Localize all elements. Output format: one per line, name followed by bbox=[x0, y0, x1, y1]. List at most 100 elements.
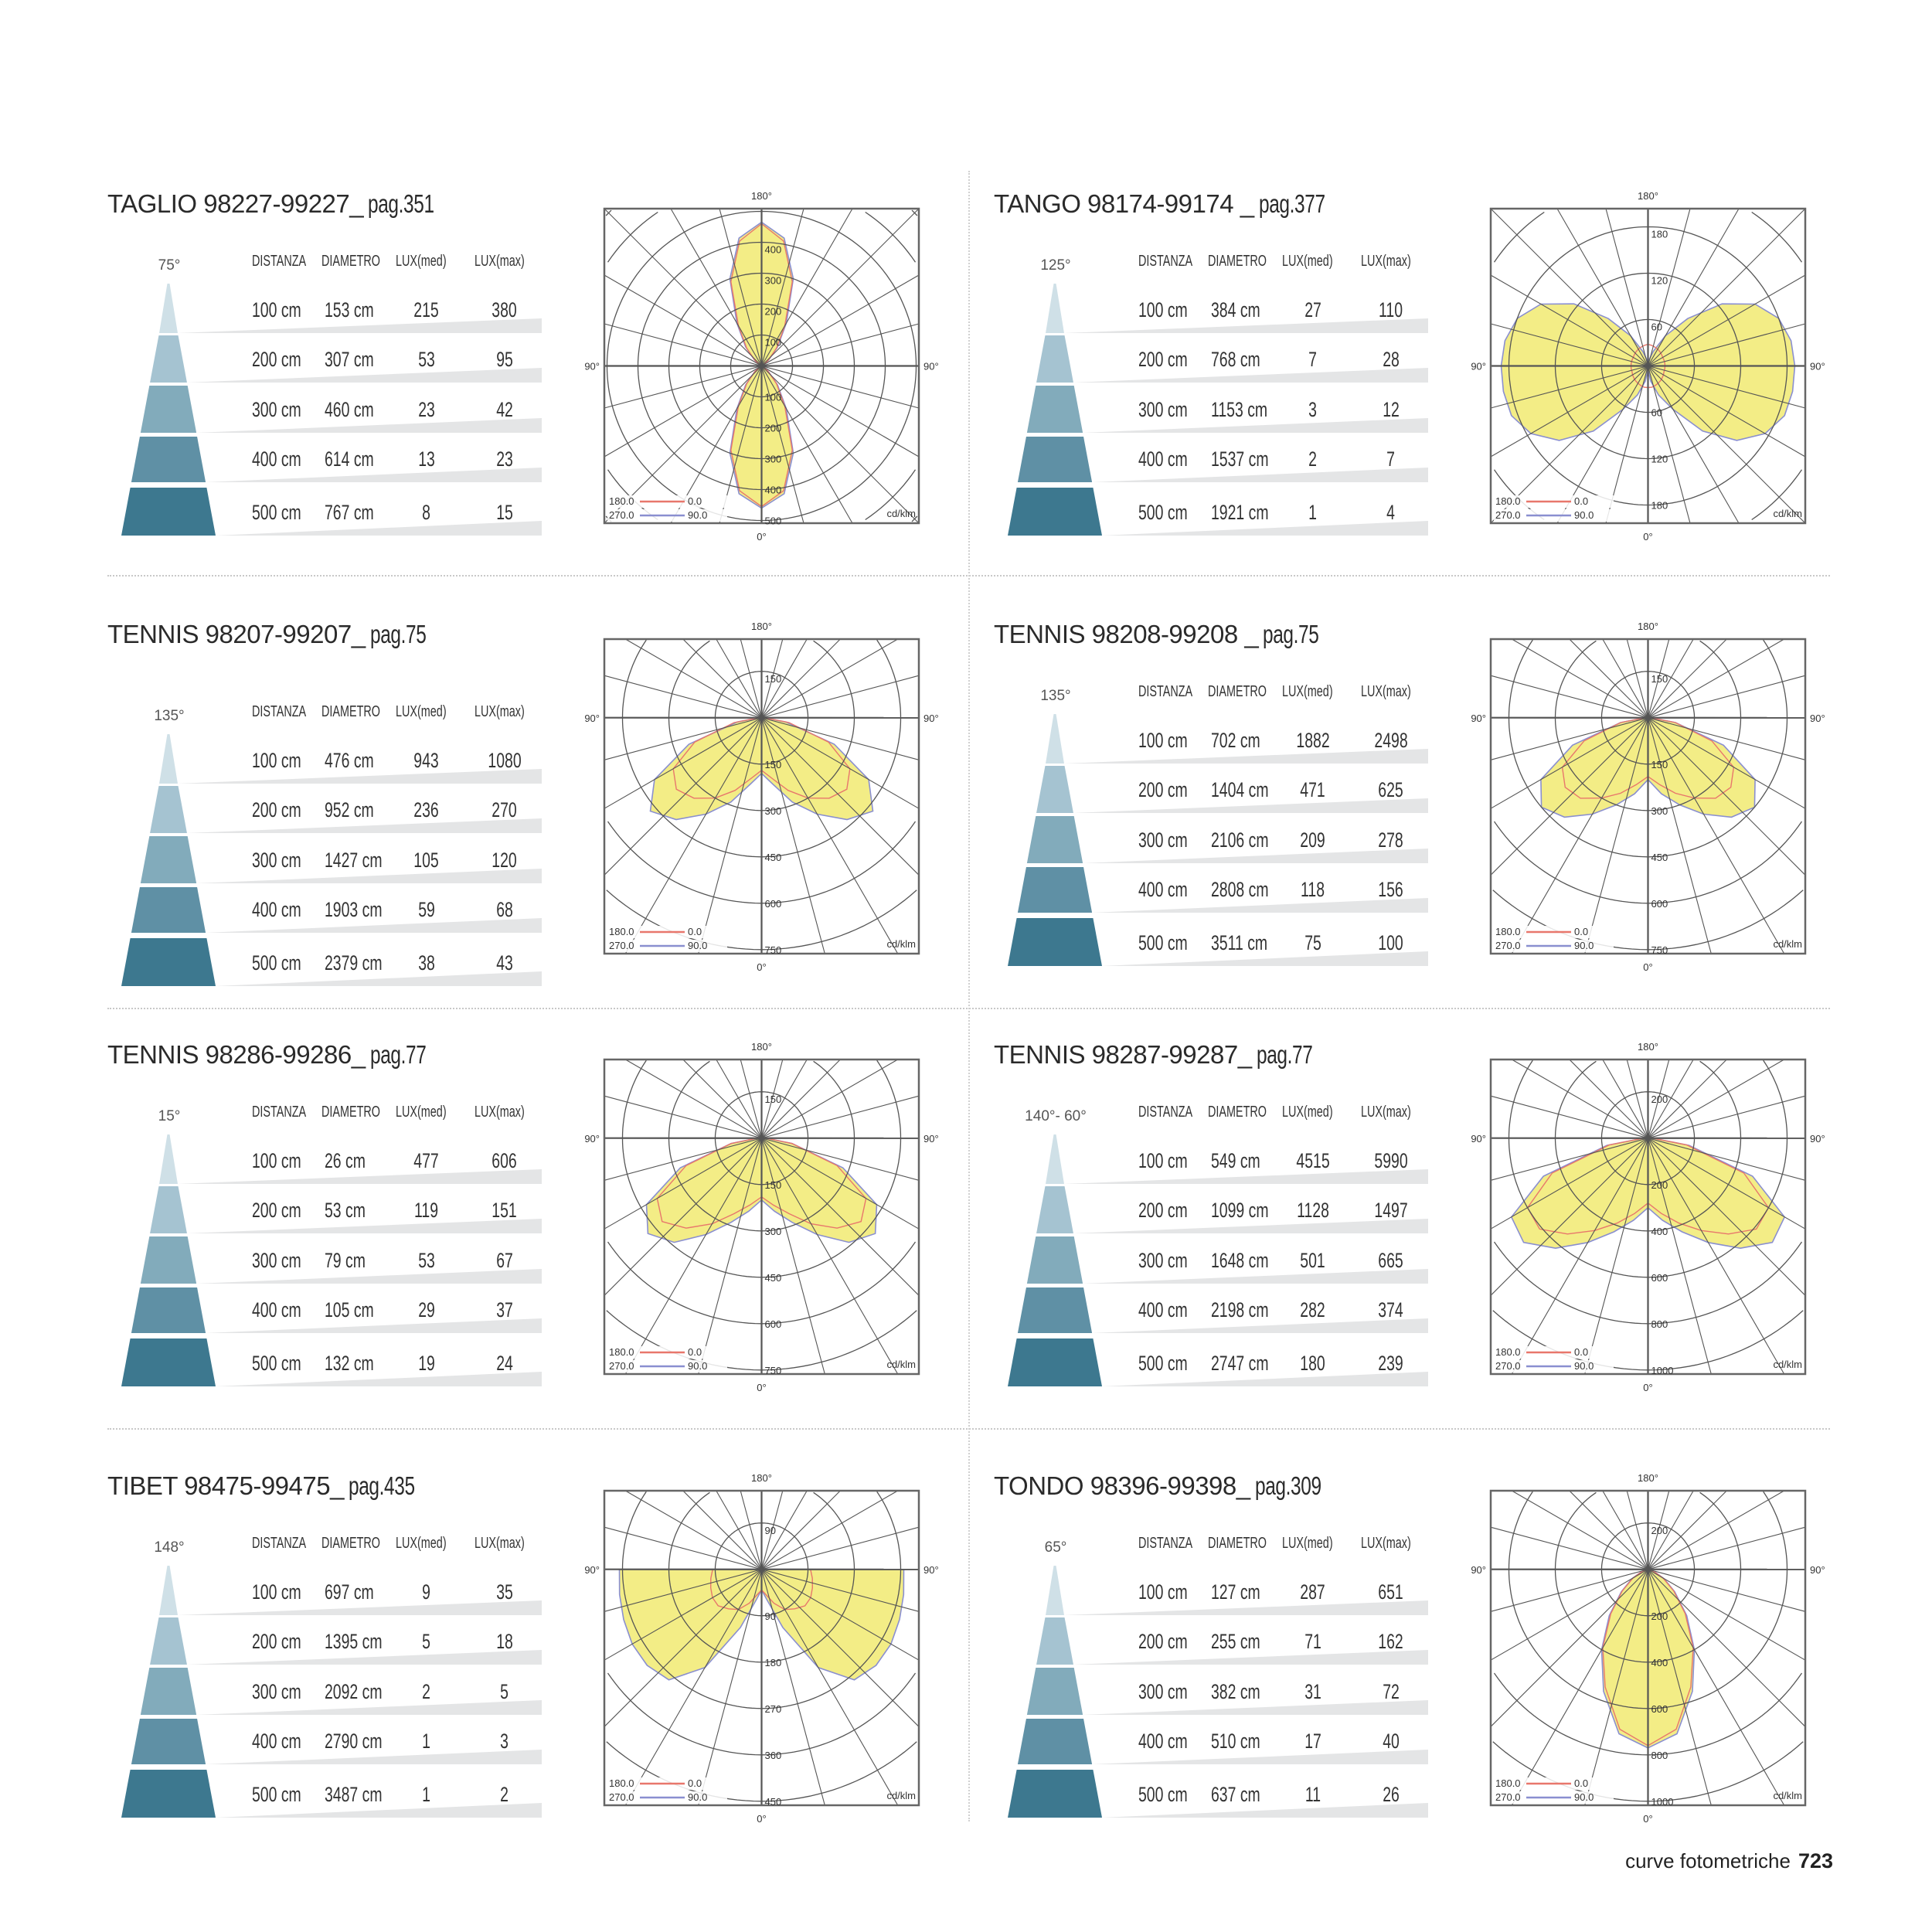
axis-label-bottom: 0° bbox=[757, 961, 766, 971]
table-cell-value: 2 bbox=[1308, 447, 1318, 471]
cone-segment bbox=[1008, 918, 1102, 966]
table-cell: 120 bbox=[458, 849, 551, 872]
table-cell: 42 bbox=[458, 398, 551, 422]
table-cell: 300 cm bbox=[1138, 1680, 1207, 1704]
table-cell-value: 665 bbox=[1378, 1249, 1404, 1272]
ring-label: 360 bbox=[765, 1750, 782, 1761]
table-cell-value: 127 cm bbox=[1211, 1580, 1260, 1604]
product-title: TONDO 98396-99398_ pag.309 bbox=[994, 1471, 1344, 1501]
cone-segment bbox=[1026, 816, 1083, 863]
table-cell-value: 400 cm bbox=[1138, 878, 1188, 901]
table-cell: 400 cm bbox=[1138, 447, 1207, 471]
table-cell: 400 cm bbox=[1138, 1298, 1207, 1322]
table-cell-value: 1 bbox=[422, 1783, 431, 1806]
product-page-ref[interactable]: pag.309 bbox=[1254, 1471, 1321, 1500]
row-wedge bbox=[186, 818, 542, 833]
table-cell-value: 13 bbox=[418, 447, 435, 471]
table-cell-value: 2198 cm bbox=[1211, 1298, 1269, 1321]
grid-spoke bbox=[1511, 1490, 1694, 1806]
table-cell-value: 500 cm bbox=[1138, 1352, 1188, 1375]
table-cell: 400 cm bbox=[252, 1298, 321, 1322]
polar-plot-area: 150 150 300 450 600 750 180° 0° 90° 90° 180.0 0.0 27… bbox=[584, 1041, 938, 1392]
grid-spoke bbox=[1490, 638, 1727, 876]
unit-label: cd/klm bbox=[1773, 1790, 1802, 1801]
table-cell: 1 bbox=[1267, 501, 1359, 525]
cone-segment bbox=[159, 734, 178, 784]
ring-label: 600 bbox=[1651, 898, 1668, 910]
table-header: LUX(max) bbox=[1361, 1535, 1411, 1552]
table-cell: 1537 cm bbox=[1211, 447, 1291, 471]
grid-spoke bbox=[716, 1490, 899, 1806]
table-cell: 26 cm bbox=[325, 1149, 382, 1173]
row-wedge bbox=[1102, 1372, 1428, 1386]
table-cell-value: 300 cm bbox=[1138, 1249, 1188, 1272]
table-header: DIAMETRO bbox=[1208, 1535, 1267, 1552]
product-page-ref[interactable]: pag.351 bbox=[368, 189, 434, 218]
product-page-ref[interactable]: pag.77 bbox=[369, 1040, 427, 1069]
product-page-ref[interactable]: pag.435 bbox=[348, 1471, 415, 1500]
plot-frame bbox=[1489, 1489, 1807, 1807]
table-header: DIAMETRO bbox=[321, 703, 381, 720]
table-cell-value: 18 bbox=[496, 1630, 513, 1653]
product-name: TONDO 98396-99398_ bbox=[994, 1471, 1250, 1500]
product-page-ref[interactable]: pag.75 bbox=[1263, 620, 1319, 648]
table-cell-value: 200 cm bbox=[1138, 348, 1188, 371]
ring-label: 270 bbox=[765, 1703, 782, 1715]
ring-label: 150 bbox=[765, 1094, 782, 1105]
cone-segment bbox=[1036, 335, 1073, 383]
grid-spoke bbox=[1584, 1059, 1670, 1375]
table-cell-value: 1099 cm bbox=[1211, 1199, 1269, 1222]
table-cell-value: 300 cm bbox=[1138, 1680, 1188, 1703]
unit-label: cd/klm bbox=[1773, 1359, 1802, 1370]
table-cell-value: 400 cm bbox=[1138, 1730, 1188, 1753]
beam-cone-diagram bbox=[1008, 1566, 1428, 1818]
table-cell: 100 cm bbox=[252, 1580, 321, 1604]
product-page-ref[interactable]: pag.377 bbox=[1258, 189, 1325, 218]
table-cell: 501 bbox=[1267, 1249, 1359, 1273]
grid-spoke bbox=[1490, 1490, 1784, 1661]
table-cell: 118 bbox=[1267, 878, 1359, 902]
cone-segment bbox=[1036, 1617, 1073, 1665]
axis-label-left: 90° bbox=[584, 1133, 600, 1145]
product-page-ref[interactable]: pag.75 bbox=[369, 620, 427, 648]
table-cell: 500 cm bbox=[1138, 1783, 1207, 1807]
table-cell-value: 68 bbox=[496, 898, 513, 921]
ring-label: 150 bbox=[765, 673, 782, 685]
table-cell: 200 cm bbox=[1138, 1630, 1207, 1654]
table-cell: 180 bbox=[1267, 1352, 1359, 1376]
row-wedge bbox=[196, 1269, 542, 1284]
table-cell: 200 cm bbox=[252, 1199, 321, 1223]
plot-frame bbox=[603, 1058, 920, 1376]
product-title: TENNIS 98286-99286_ pag.77 bbox=[107, 1040, 446, 1070]
table-cell-value: 100 cm bbox=[1138, 729, 1188, 752]
axis-label-left: 90° bbox=[1471, 361, 1486, 372]
unit-label: cd/klm bbox=[886, 1359, 916, 1370]
table-cell-value: 287 bbox=[1300, 1580, 1326, 1604]
table-cell: 1648 cm bbox=[1211, 1249, 1291, 1273]
polar-plot-area: 90 90 180 270 360 450 180° 0° 90° 90° 180.0 0.0 270.… bbox=[584, 1472, 938, 1823]
table-cell: 119 bbox=[380, 1199, 473, 1223]
ring-label: 150 bbox=[765, 759, 782, 770]
table-cell-value: 400 cm bbox=[252, 1298, 301, 1321]
ring-label: 450 bbox=[765, 1796, 782, 1808]
axis-label-bottom: 0° bbox=[757, 1813, 766, 1823]
table-header: LUX(max) bbox=[1361, 253, 1411, 270]
beam-cone-diagram bbox=[1008, 284, 1428, 536]
grid-spoke bbox=[1584, 638, 1670, 954]
table-header: DISTANZA bbox=[1138, 253, 1193, 270]
table-header: DISTANZA bbox=[252, 703, 307, 720]
product-page-ref[interactable]: pag.77 bbox=[1256, 1040, 1313, 1069]
table-cell: 53 bbox=[380, 348, 473, 372]
table-cell-value: 400 cm bbox=[252, 447, 301, 471]
grid-spoke bbox=[1490, 638, 1784, 809]
table-cell-value: 75 bbox=[1304, 931, 1321, 954]
table-cell: 1903 cm bbox=[325, 898, 405, 922]
table-cell: 374 bbox=[1345, 1298, 1437, 1322]
ring-label: 150 bbox=[1651, 673, 1668, 685]
table-cell-value: 200 cm bbox=[1138, 1199, 1188, 1222]
plot-frame bbox=[603, 638, 920, 955]
cone-segment bbox=[140, 1236, 197, 1284]
grid-spoke bbox=[604, 1490, 841, 1727]
table-cell-value: 471 bbox=[1300, 778, 1326, 801]
product-panel: TIBET 98475-99475_ pag.435 148° DISTANZA DIA… bbox=[0, 1471, 939, 1835]
